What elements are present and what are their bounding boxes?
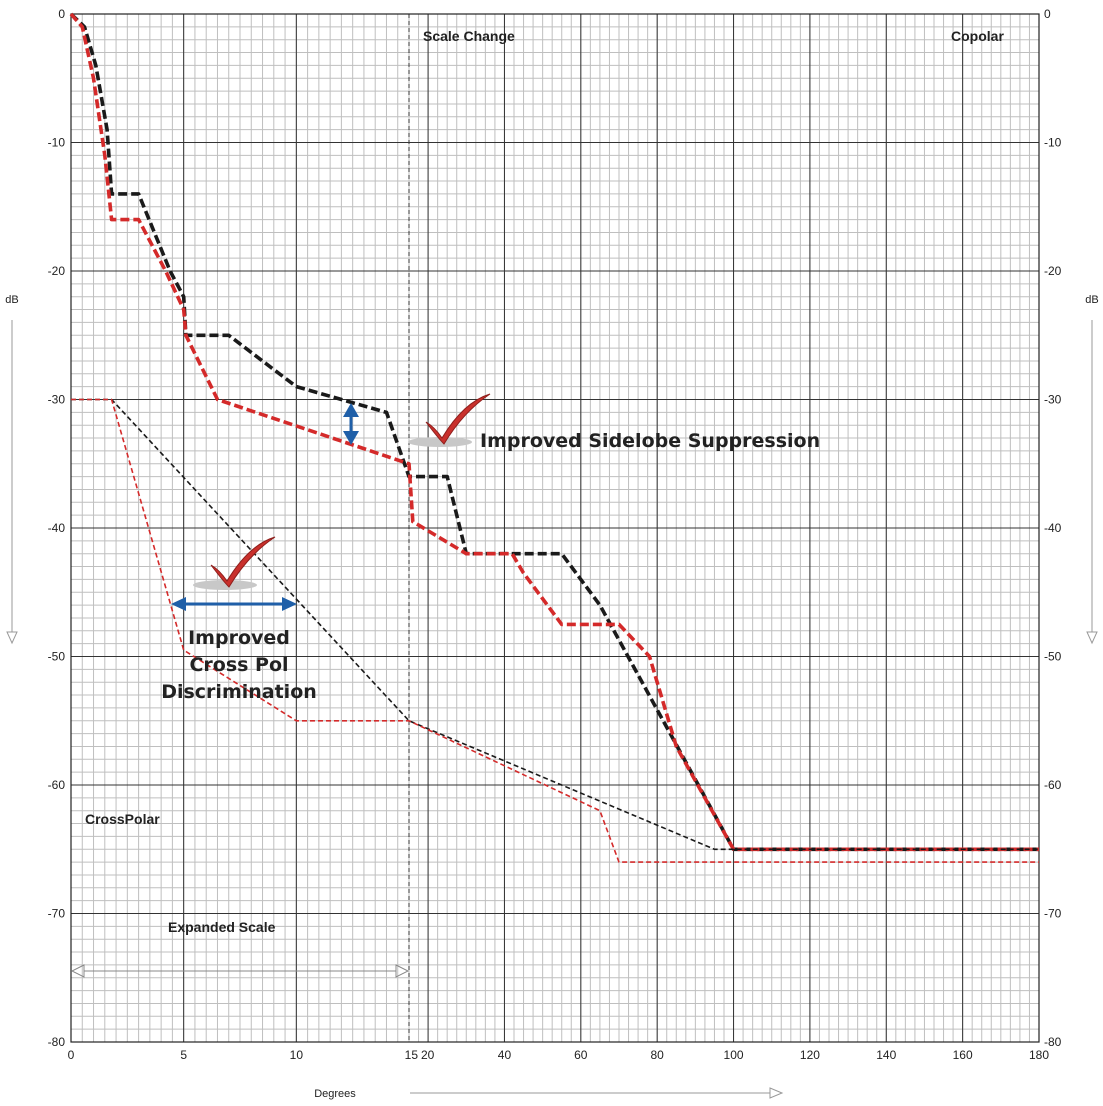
x-tick-label: 0 xyxy=(68,1048,75,1062)
x-tick-label: 120 xyxy=(800,1048,820,1062)
expanded-scale-arrow-right xyxy=(395,964,410,978)
chart-series xyxy=(69,12,1039,863)
x-tick-label: 160 xyxy=(953,1048,973,1062)
sidelobe-check-icon xyxy=(425,393,491,445)
y-tick-label-right: 0 xyxy=(1044,7,1051,21)
crosspol-check-icon xyxy=(210,536,276,588)
y-tick-label-right: -40 xyxy=(1044,521,1062,535)
x-tick-label: 100 xyxy=(724,1048,744,1062)
x-axis-title: Degrees xyxy=(314,1088,356,1100)
y-axis-arrow-head xyxy=(6,631,18,645)
y-tick-label-right: -60 xyxy=(1044,778,1062,792)
y-axis-title-left: dB xyxy=(5,294,18,306)
x-tick-label: 60 xyxy=(574,1048,588,1062)
x-axis-arrow-head xyxy=(769,1087,784,1099)
y-tick-label-left: -80 xyxy=(48,1035,66,1049)
crosspolar-label: CrossPolar xyxy=(85,811,160,827)
y-tick-label-left: -70 xyxy=(48,907,66,921)
y-tick-label-right: -30 xyxy=(1044,393,1062,407)
axis-ticks: 0 0 -10 -10 -20 -20 -30 -30 -40 -40 -50 -50 -60 -60 -7… xyxy=(5,7,1098,1100)
x-tick-label: 15 xyxy=(405,1048,419,1062)
y-tick-label-right: -10 xyxy=(1044,136,1062,150)
expanded-scale-arrow-left xyxy=(70,964,85,978)
crosspol-discrimination-label: Cross Pol xyxy=(189,654,288,676)
crosspol-arrow-left xyxy=(171,597,186,611)
chart-annotations: Scale Change Copolar CrossPolar Expanded Sc… xyxy=(70,28,1004,978)
y-tick-label-left: -10 xyxy=(48,136,66,150)
crosspol-discrimination-label: Discrimination xyxy=(161,681,317,703)
y-tick-label-right: -50 xyxy=(1044,650,1062,664)
sidelobe-arrow-up xyxy=(343,403,359,417)
sidelobe-arrow-down xyxy=(343,431,359,445)
y-tick-label-left: -60 xyxy=(48,778,66,792)
series-copolar-red xyxy=(69,12,1039,852)
x-tick-label: 80 xyxy=(651,1048,665,1062)
chart-grid xyxy=(70,13,1040,1043)
y-tick-label-left: -50 xyxy=(48,650,66,664)
x-tick-label: 5 xyxy=(180,1048,187,1062)
y-tick-label-right: -80 xyxy=(1044,1035,1062,1049)
y-tick-label-right: -20 xyxy=(1044,264,1062,278)
y-tick-label-left: 0 xyxy=(58,7,65,21)
y-tick-label-left: -20 xyxy=(48,264,66,278)
y-tick-label-left: -30 xyxy=(48,393,66,407)
crosspol-check-icon-shadow xyxy=(193,580,257,590)
sidelobe-suppression-label: Improved Sidelobe Suppression xyxy=(480,430,820,452)
y-axis-arrow-head xyxy=(1086,631,1098,645)
y-axis-title-right: dB xyxy=(1085,294,1098,306)
x-tick-label: 40 xyxy=(498,1048,512,1062)
crosspol-discrimination-label: Improved xyxy=(188,627,290,649)
y-tick-label-right: -70 xyxy=(1044,907,1062,921)
copolar-label: Copolar xyxy=(951,28,1004,44)
series-copolar-black xyxy=(69,12,1039,852)
y-tick-label-left: -40 xyxy=(48,521,66,535)
plot-frame xyxy=(70,13,1040,1043)
expanded-scale-label: Expanded Scale xyxy=(168,919,276,935)
x-tick-label: 10 xyxy=(290,1048,304,1062)
series-crosspolar-black xyxy=(71,398,1039,851)
scale-change-label: Scale Change xyxy=(423,28,515,44)
sidelobe-check-icon-shadow xyxy=(408,437,472,447)
x-tick-label: 140 xyxy=(876,1048,896,1062)
crosspol-arrow-right xyxy=(282,597,297,611)
x-tick-label: 180 xyxy=(1029,1048,1049,1062)
x-tick-label: 20 xyxy=(421,1048,435,1062)
series-crosspolar-red xyxy=(71,398,1039,863)
